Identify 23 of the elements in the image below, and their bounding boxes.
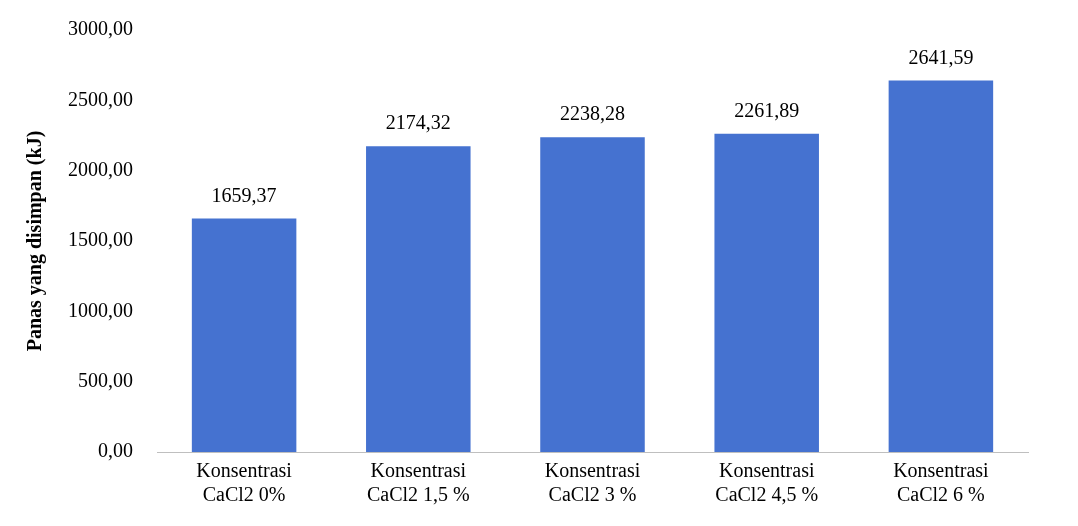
x-tick-label: Konsentrasi CaCl2 6 % <box>893 459 990 506</box>
x-tick-label: Konsentrasi CaCl2 3 % <box>544 459 641 506</box>
y-tick-label: 2500,00 <box>68 87 133 110</box>
y-tick-label: 1500,00 <box>68 228 133 251</box>
y-axis-title: Panas yang disimpan (kJ) <box>23 130 47 352</box>
bar <box>540 137 645 452</box>
x-tick-label: Konsentrasi CaCl2 1,5 % <box>366 459 470 506</box>
bar <box>888 80 994 452</box>
bar <box>366 146 471 452</box>
x-tick-label: Konsentrasi CaCl2 4,5 % <box>715 459 819 506</box>
y-tick-label: 0,00 <box>98 439 133 462</box>
data-label: 2174,32 <box>385 111 451 134</box>
y-tick-label: 1000,00 <box>68 298 133 321</box>
y-tick-label: 500,00 <box>78 368 133 391</box>
data-label: 2261,89 <box>734 99 800 122</box>
y-tick-label: 3000,00 <box>68 17 133 40</box>
data-label: 2238,28 <box>560 102 625 125</box>
bar <box>191 218 297 452</box>
data-label: 2641,59 <box>908 45 974 68</box>
x-tick-label: Konsentrasi CaCl2 0% <box>196 459 293 506</box>
data-label: 1659,37 <box>211 183 277 206</box>
bar <box>714 133 819 452</box>
y-tick-label: 2000,00 <box>68 157 133 180</box>
